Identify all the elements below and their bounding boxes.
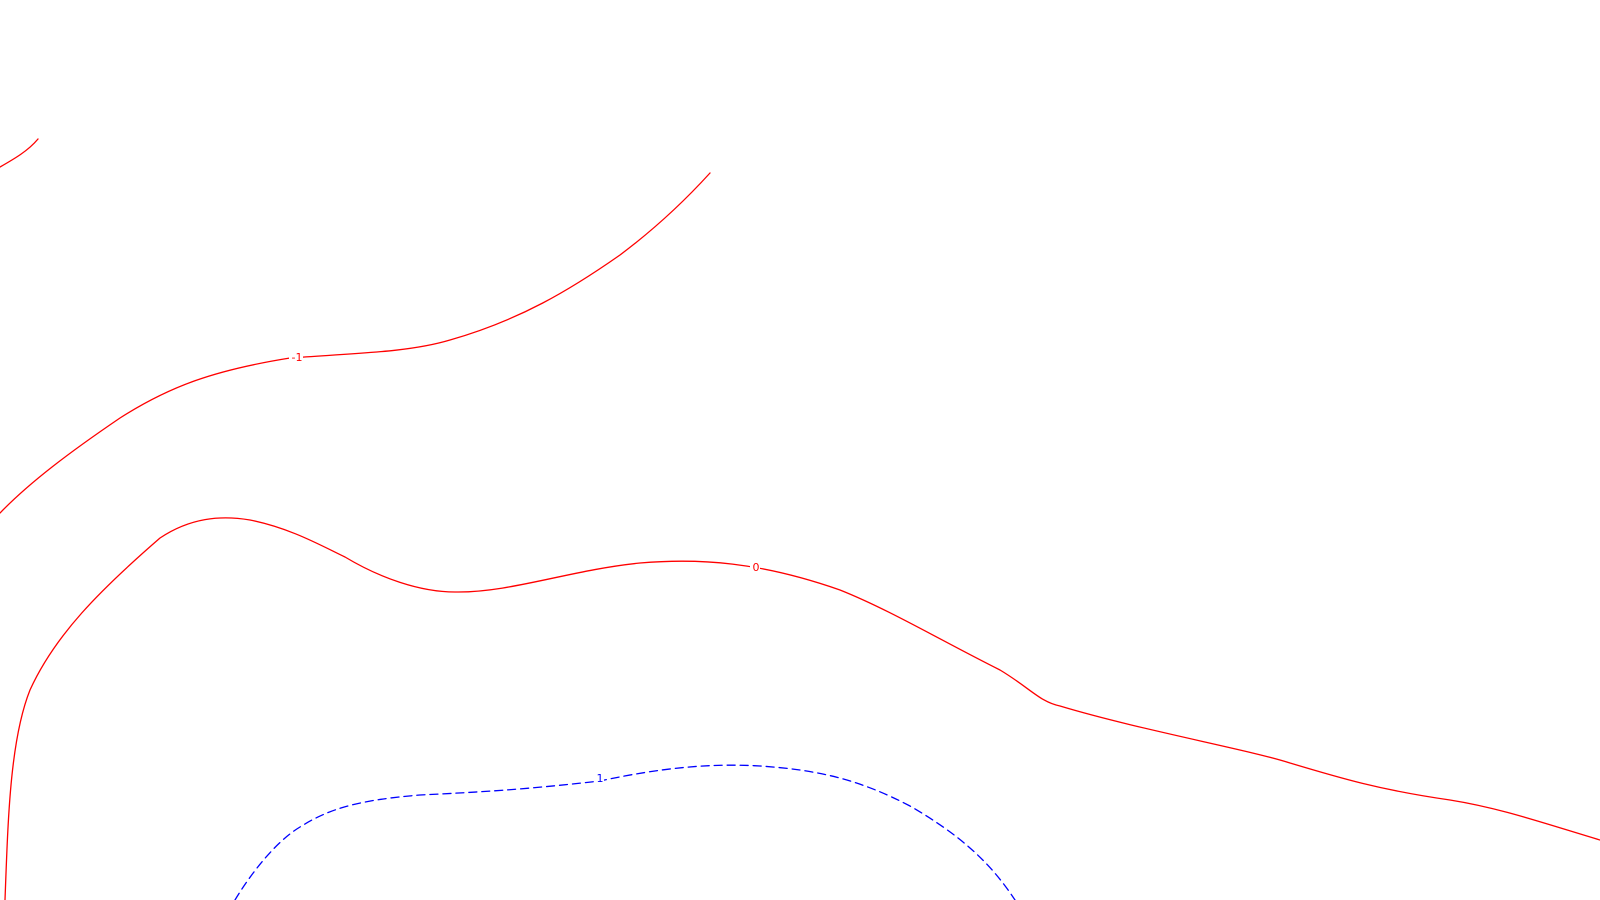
contour-line-plus1: [234, 764, 1016, 900]
contour-line-minus1-fragment: [0, 138, 39, 168]
contour-label-minus1-text: -1: [292, 351, 303, 364]
contour-label-zero: 0: [750, 561, 760, 575]
contour-line-minus1: [0, 172, 711, 514]
contour-label-plus1-text: 1: [597, 772, 604, 785]
contour-label-plus1: 1: [594, 772, 604, 786]
contour-label-zero-text: 0: [753, 561, 760, 574]
contour-line-zero: [4, 517, 1600, 900]
contour-label-minus1: -1: [289, 351, 303, 365]
